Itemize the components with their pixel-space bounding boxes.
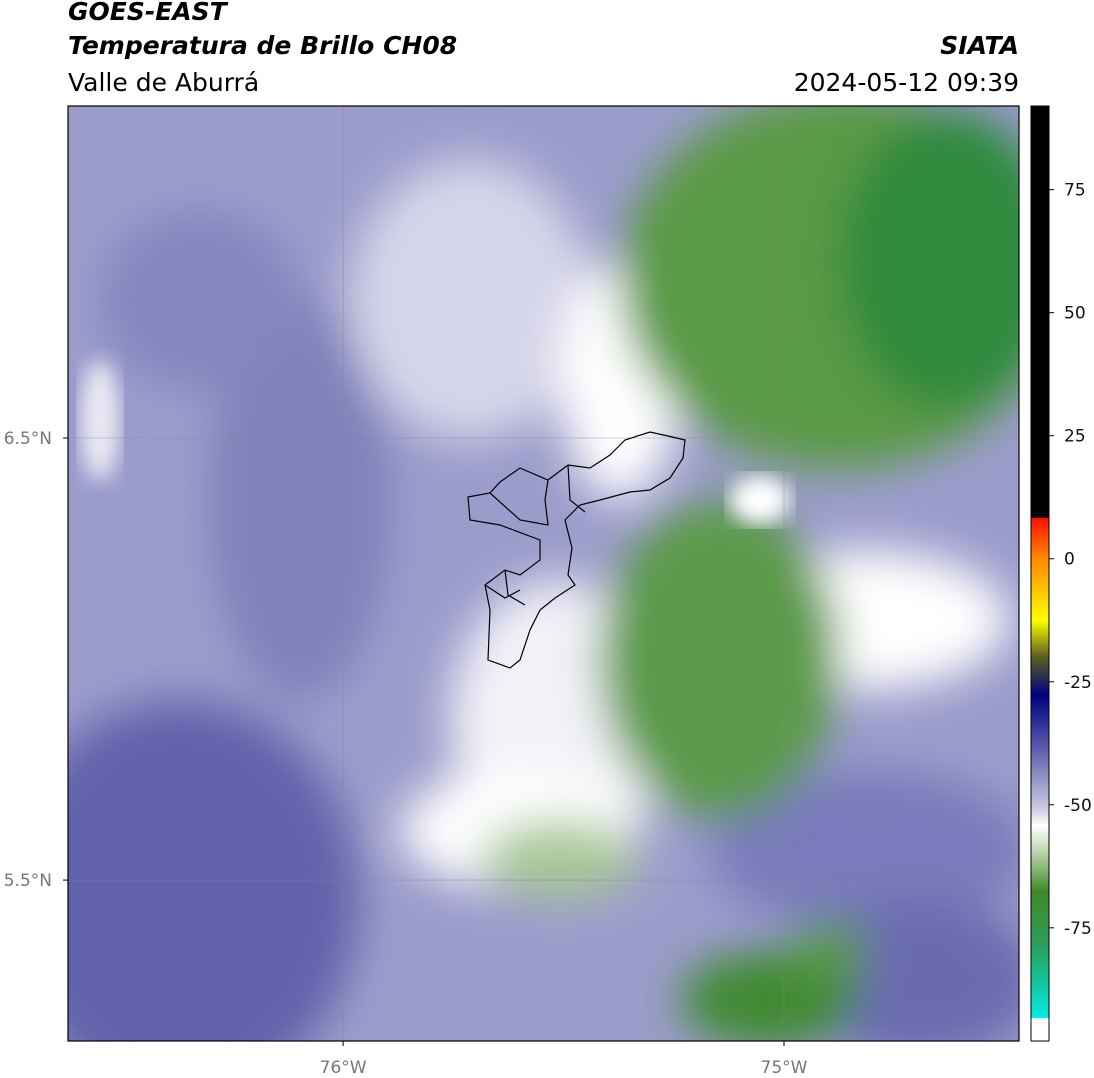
valle-boundary [467,431,686,669]
x-tick-label: 75°W [761,1058,808,1078]
colorbar-tick-label: 50 [1064,304,1086,324]
grid [68,106,1019,1041]
y-tick-label: 6.5°N [4,429,52,449]
colorbar-tick-label: 75 [1064,181,1086,201]
source: GOES-EAST [68,0,229,26]
y-tick-label: 5.5°N [4,871,52,891]
map-frame [67,105,1020,1042]
colorbar-tick-label: 0 [1064,550,1075,570]
institution: SIATA [940,31,1019,60]
datetime: 2024-05-12 09:39 [794,68,1019,97]
x-tick-label: 76°W [320,1058,367,1078]
region: Valle de Aburrá [68,68,259,97]
colorbar-tick-label: -50 [1064,796,1092,816]
colorbar [1030,105,1050,1042]
colorbar-tick-label: -75 [1064,919,1092,939]
imagery [68,106,1019,1041]
product: Temperatura de Brillo CH08 [68,31,457,60]
colorbar-tick-label: 25 [1064,427,1086,447]
colorbar-tick-label: -25 [1064,673,1092,693]
